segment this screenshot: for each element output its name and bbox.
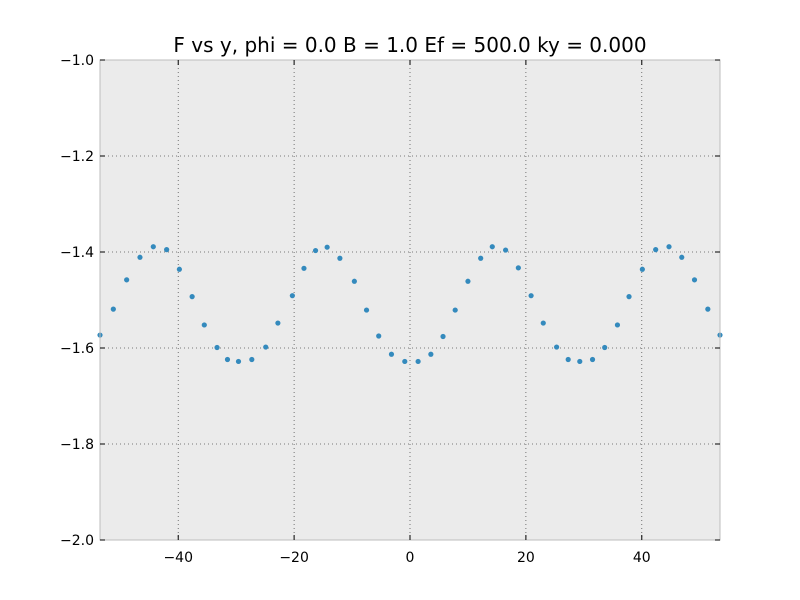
chart-title: F vs y, phi = 0.0 B = 1.0 Ef = 500.0 ky …	[173, 33, 646, 57]
x-tick-label: 0	[406, 550, 415, 566]
data-point	[528, 293, 534, 299]
data-point	[176, 266, 182, 272]
y-tick-label: −1.4	[60, 245, 94, 261]
data-point	[376, 333, 382, 339]
data-point	[503, 247, 509, 253]
data-point	[214, 344, 220, 351]
tick-marks	[100, 59, 720, 541]
data-point	[565, 356, 571, 363]
data-point	[489, 244, 495, 250]
data-point	[428, 351, 434, 357]
data-point	[301, 265, 307, 271]
data-point	[452, 307, 458, 313]
data-point	[363, 307, 370, 313]
data-point	[150, 244, 156, 250]
data-point	[515, 265, 521, 271]
y-tick-label: −1.2	[60, 149, 94, 165]
data-point	[275, 320, 281, 326]
data-point	[124, 277, 130, 283]
data-point	[312, 247, 319, 254]
y-tick-label: −1.8	[60, 437, 94, 453]
data-point	[589, 356, 596, 363]
data-point	[337, 255, 343, 261]
data-point	[679, 254, 685, 260]
data-point	[465, 278, 471, 284]
data-point	[137, 254, 143, 260]
y-tick-label: −2.0	[60, 533, 94, 549]
data-point	[626, 294, 632, 300]
data-point	[691, 277, 698, 283]
x-tick-label: −40	[163, 550, 193, 566]
x-tick-label: −20	[279, 550, 309, 566]
data-point	[388, 351, 395, 357]
y-tick-labels: −1.0 −1.2 −1.4 −1.6 −1.8 −2.0	[60, 53, 94, 549]
data-point	[666, 244, 672, 250]
data-point	[553, 344, 560, 350]
data-point	[351, 278, 357, 284]
data-point	[577, 358, 583, 365]
data-point	[440, 333, 446, 340]
y-tick-label: −1.6	[60, 341, 94, 357]
data-point	[263, 344, 269, 350]
data-point	[653, 247, 659, 253]
data-point	[110, 306, 116, 312]
data-point	[402, 358, 408, 365]
data-point	[705, 306, 711, 312]
data-point	[289, 293, 295, 299]
data-point	[478, 255, 484, 261]
data-points	[97, 244, 723, 365]
data-point	[614, 322, 621, 328]
data-point	[201, 322, 207, 328]
x-tick-label: 20	[517, 550, 535, 566]
x-tick-label: 40	[633, 550, 651, 566]
y-tick-label: −1.0	[60, 53, 94, 69]
data-point	[639, 266, 645, 272]
data-point	[602, 344, 608, 351]
data-point	[540, 320, 546, 326]
data-point	[324, 244, 330, 250]
data-point	[235, 358, 242, 365]
data-point	[189, 294, 195, 300]
data-point	[224, 356, 231, 363]
data-point	[164, 247, 170, 253]
data-point	[415, 358, 421, 365]
x-tick-labels: −40 −20 0 20 40	[163, 550, 650, 566]
data-point	[249, 356, 255, 363]
